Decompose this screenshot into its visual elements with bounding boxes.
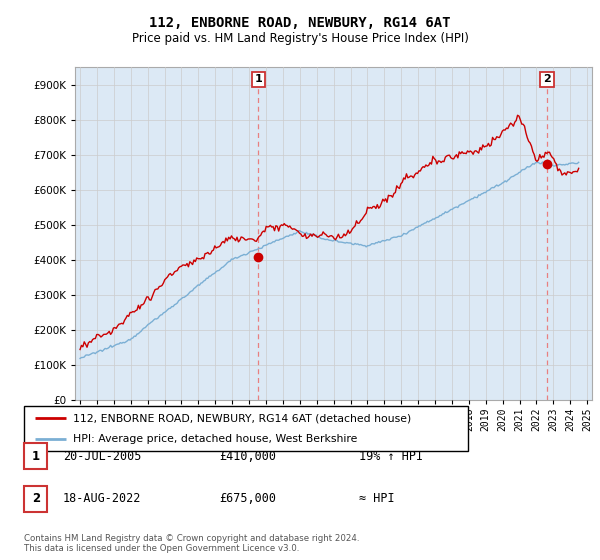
Text: Contains HM Land Registry data © Crown copyright and database right 2024.
This d: Contains HM Land Registry data © Crown c…: [24, 534, 359, 553]
Text: 112, ENBORNE ROAD, NEWBURY, RG14 6AT (detached house): 112, ENBORNE ROAD, NEWBURY, RG14 6AT (de…: [73, 413, 411, 423]
Text: 112, ENBORNE ROAD, NEWBURY, RG14 6AT: 112, ENBORNE ROAD, NEWBURY, RG14 6AT: [149, 16, 451, 30]
Text: 18-AUG-2022: 18-AUG-2022: [63, 492, 142, 506]
Text: Price paid vs. HM Land Registry's House Price Index (HPI): Price paid vs. HM Land Registry's House …: [131, 32, 469, 45]
FancyBboxPatch shape: [24, 486, 47, 512]
Text: £410,000: £410,000: [220, 450, 276, 463]
Text: 1: 1: [254, 74, 262, 85]
FancyBboxPatch shape: [24, 444, 47, 469]
Text: HPI: Average price, detached house, West Berkshire: HPI: Average price, detached house, West…: [73, 433, 357, 444]
Text: 20-JUL-2005: 20-JUL-2005: [63, 450, 142, 463]
Text: £675,000: £675,000: [220, 492, 276, 506]
Text: 1: 1: [32, 450, 40, 463]
Text: ≈ HPI: ≈ HPI: [359, 492, 394, 506]
Text: 2: 2: [32, 492, 40, 506]
Text: 2: 2: [543, 74, 551, 85]
Text: 19% ↑ HPI: 19% ↑ HPI: [359, 450, 423, 463]
FancyBboxPatch shape: [24, 406, 468, 451]
